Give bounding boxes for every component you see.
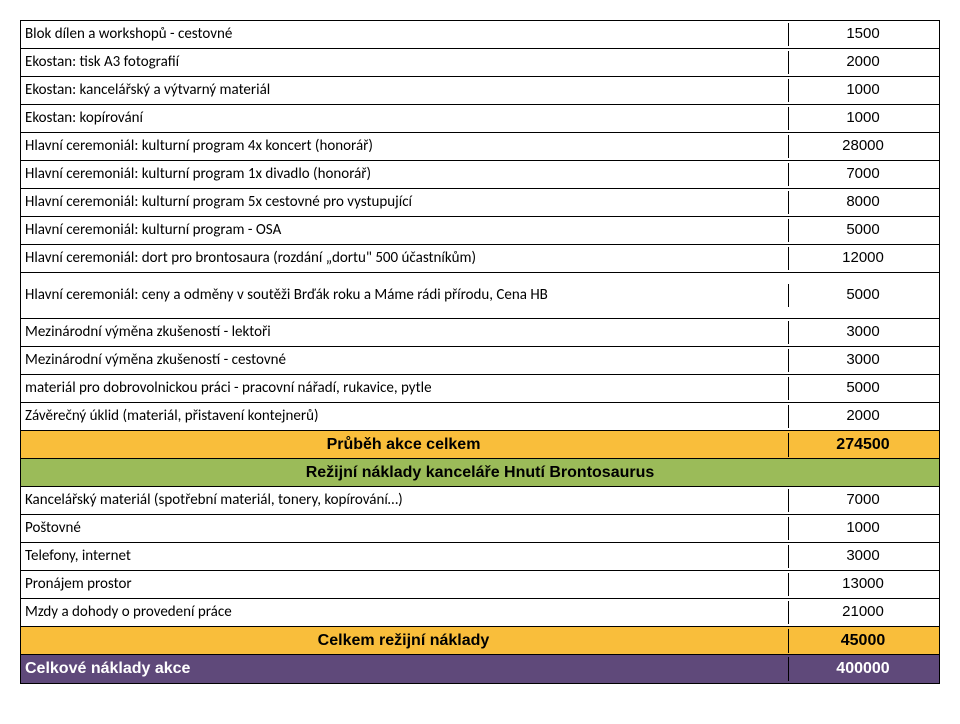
table-row-value: 12000: [789, 247, 939, 270]
table-row-label: materiál pro dobrovolnickou práci - prac…: [21, 377, 789, 400]
table-row: Mzdy a dohody o provedení práce21000: [21, 599, 939, 627]
table-row: Pronájem prostor13000: [21, 571, 939, 599]
table-row-label: Mezinárodní výměna zkušeností - cestovné: [21, 349, 789, 372]
table-row: Hlavní ceremoniál: kulturní program 5x c…: [21, 189, 939, 217]
table-row-label: Hlavní ceremoniál: kulturní program 5x c…: [21, 191, 789, 214]
table-row-label: Kancelářský materiál (spotřební materiál…: [21, 489, 789, 512]
table-row: Telefony, internet3000: [21, 543, 939, 571]
table-row-label: Pronájem prostor: [21, 573, 789, 596]
table-row-value: 1000: [789, 107, 939, 130]
table-row: Ekostan: kopírování1000: [21, 105, 939, 133]
table-row: Hlavní ceremoniál: kulturní program - OS…: [21, 217, 939, 245]
table-row: Kancelářský materiál (spotřební materiál…: [21, 487, 939, 515]
table-row-label: Ekostan: kopírování: [21, 107, 789, 130]
table-row-value: 7000: [789, 163, 939, 186]
total-value: 400000: [789, 657, 939, 681]
table-row-label: Mzdy a dohody o provedení práce: [21, 601, 789, 624]
table-row: materiál pro dobrovolnickou práci - prac…: [21, 375, 939, 403]
table-row-value: 21000: [789, 601, 939, 624]
subtotal-value: 45000: [789, 629, 939, 653]
table-row-value: 3000: [789, 321, 939, 344]
table-row-value: 5000: [789, 219, 939, 242]
table-row-value: 28000: [789, 135, 939, 158]
table-row-value: 13000: [789, 573, 939, 596]
table-row: Ekostan: tisk A3 fotografií2000: [21, 49, 939, 77]
table-row-value: 1500: [789, 23, 939, 46]
table-row: Blok dílen a workshopů - cestovné1500: [21, 21, 939, 49]
table-row-value: 5000: [789, 377, 939, 400]
table-row: Hlavní ceremoniál: kulturní program 1x d…: [21, 161, 939, 189]
table-row: Hlavní ceremoniál: ceny a odměny v soutě…: [21, 273, 939, 319]
table-row-value: 3000: [789, 545, 939, 568]
table-row-label: Hlavní ceremoniál: ceny a odměny v soutě…: [21, 284, 789, 307]
table-row-value: 8000: [789, 191, 939, 214]
table-row: Hlavní ceremoniál: dort pro brontosaura …: [21, 245, 939, 273]
table-row: Poštovné1000: [21, 515, 939, 543]
table-row-value: 2000: [789, 405, 939, 428]
table-row-label: Telefony, internet: [21, 545, 789, 568]
table-row: Závěrečný úklid (materiál, přistavení ko…: [21, 403, 939, 431]
table-row-label: Hlavní ceremoniál: kulturní program - OS…: [21, 219, 789, 242]
table-row-label: Poštovné: [21, 517, 789, 540]
table-row-label: Blok dílen a workshopů - cestovné: [21, 23, 789, 46]
table-row: Ekostan: kancelářský a výtvarný materiál…: [21, 77, 939, 105]
table-row-value: 2000: [789, 51, 939, 74]
table-row-value: 5000: [789, 284, 939, 307]
budget-table: Blok dílen a workshopů - cestovné1500Eko…: [20, 20, 940, 684]
table-row-value: 3000: [789, 349, 939, 372]
table-row-label: Mezinárodní výměna zkušeností - lektoři: [21, 321, 789, 344]
table-row-label: Hlavní ceremoniál: kulturní program 4x k…: [21, 135, 789, 158]
table-row-value: 1000: [789, 517, 939, 540]
table-row: Hlavní ceremoniál: kulturní program 4x k…: [21, 133, 939, 161]
table-row-label: Závěrečný úklid (materiál, přistavení ko…: [21, 405, 789, 428]
total-label: Celkové náklady akce: [21, 657, 789, 681]
table-row-label: Ekostan: tisk A3 fotografií: [21, 51, 789, 74]
section-header: Režijní náklady kanceláře Hnutí Brontosa…: [21, 461, 939, 485]
subtotal-label: Průběh akce celkem: [21, 433, 789, 457]
table-row-label: Hlavní ceremoniál: kulturní program 1x d…: [21, 163, 789, 186]
table-row-value: 7000: [789, 489, 939, 512]
subtotal-label: Celkem režijní náklady: [21, 629, 789, 653]
table-row: Mezinárodní výměna zkušeností - cestovné…: [21, 347, 939, 375]
table-row: Mezinárodní výměna zkušeností - lektoři3…: [21, 319, 939, 347]
table-row-label: Hlavní ceremoniál: dort pro brontosaura …: [21, 247, 789, 270]
table-row-value: 1000: [789, 79, 939, 102]
table-row-label: Ekostan: kancelářský a výtvarný materiál: [21, 79, 789, 102]
subtotal-value: 274500: [789, 433, 939, 457]
